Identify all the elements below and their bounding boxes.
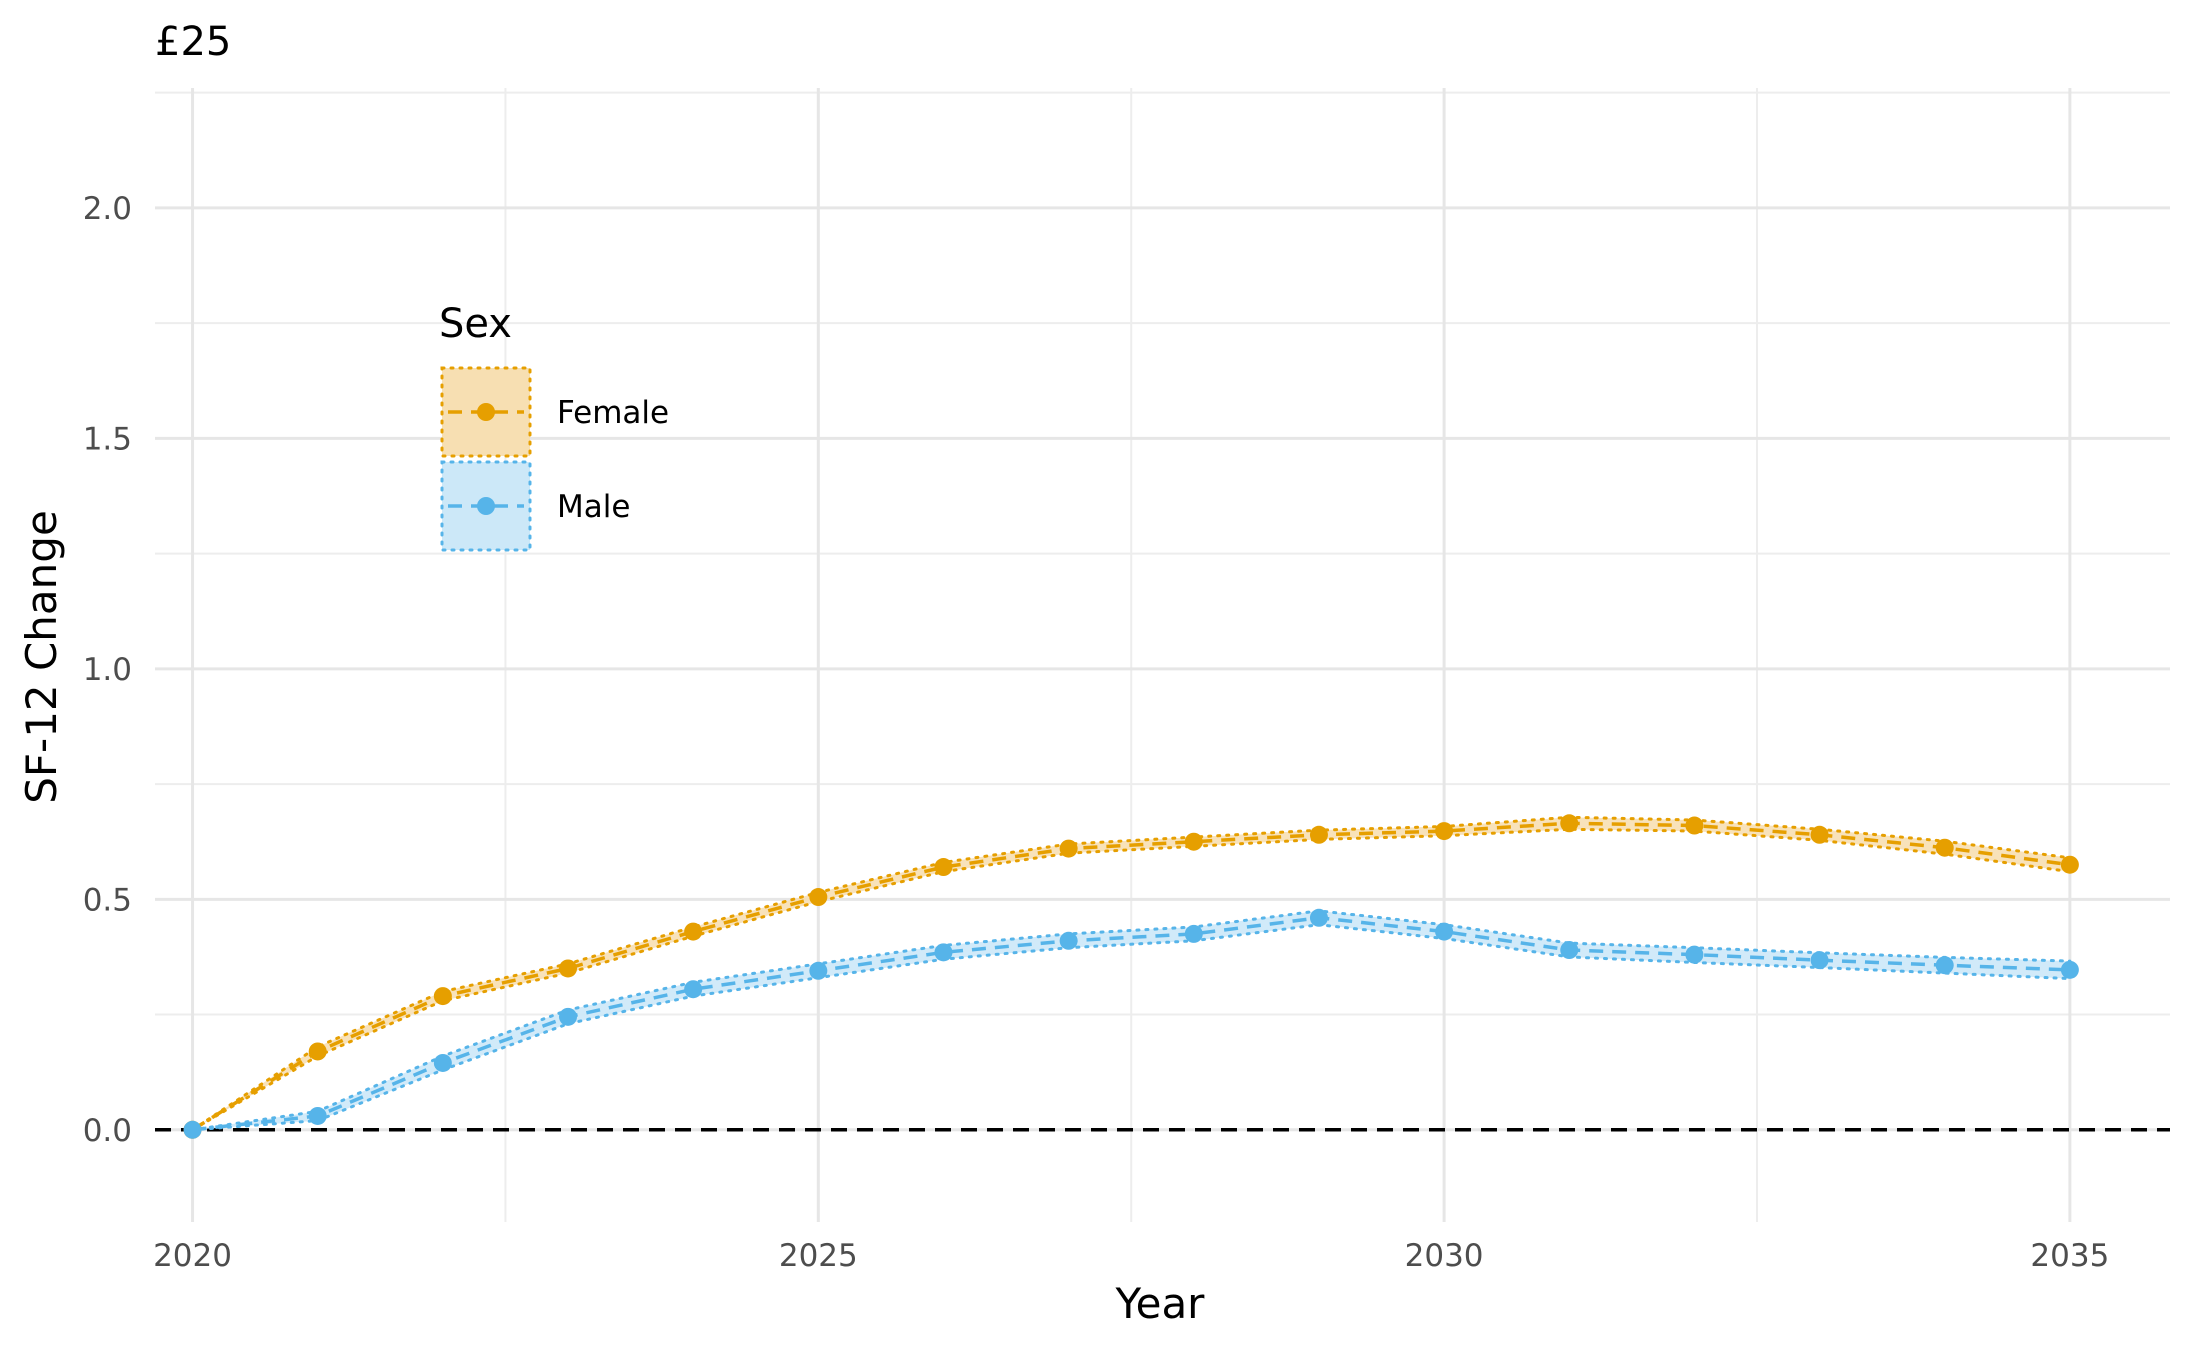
- female-point: [1435, 822, 1454, 841]
- male-lower-bound: [191, 923, 2072, 1132]
- x-tick-label: 2030: [1405, 1238, 1484, 1274]
- legend-item-female: Female: [440, 366, 669, 458]
- male-point: [1309, 908, 1328, 927]
- male-point: [1184, 924, 1203, 943]
- female-point: [1059, 839, 1078, 858]
- y-tick-labels: 0.0 0.5 1.0 1.5 2.0: [83, 191, 132, 1149]
- female-point: [1810, 825, 1829, 844]
- male-point: [809, 961, 828, 980]
- female-point: [1184, 832, 1203, 851]
- male-point: [1935, 956, 1954, 975]
- female-point: [809, 888, 828, 907]
- male-point: [2060, 960, 2079, 979]
- legend-label-female: Female: [557, 395, 669, 431]
- y-tick-label: 1.0: [83, 652, 132, 688]
- female-point: [2060, 855, 2079, 874]
- male-line: [192, 915, 2070, 1132]
- x-tick-label: 2020: [153, 1238, 232, 1274]
- x-tick-label: 2025: [779, 1238, 858, 1274]
- series-points: [183, 814, 2079, 1139]
- female-point: [308, 1042, 327, 1061]
- female-point: [1560, 814, 1579, 833]
- male-point: [1560, 941, 1579, 960]
- chart-title: £25: [155, 19, 231, 65]
- legend-marker-female: [477, 403, 495, 421]
- female-point: [433, 987, 452, 1006]
- legend-item-male: Male: [440, 460, 630, 552]
- x-tick-label: 2035: [2030, 1238, 2109, 1274]
- male-point: [433, 1053, 452, 1072]
- legend-label-male: Male: [557, 489, 630, 525]
- male-point: [1685, 945, 1704, 964]
- female-point: [1685, 816, 1704, 835]
- male-point: [1435, 922, 1454, 941]
- female-line: [191, 821, 2071, 1132]
- y-axis-label: SF-12 Change: [17, 510, 66, 804]
- male-point: [1059, 931, 1078, 950]
- female-point: [934, 858, 953, 877]
- female-point: [559, 959, 578, 978]
- female-point: [684, 922, 703, 941]
- legend: Sex Female Male: [439, 301, 669, 552]
- male-point: [308, 1106, 327, 1125]
- female-point: [1309, 825, 1328, 844]
- x-axis-label: Year: [1115, 1279, 1206, 1328]
- male-point: [684, 980, 703, 999]
- x-tick-labels: 2020 2025 2030 2035: [153, 1238, 2109, 1274]
- male-upper-bound: [191, 909, 2072, 1132]
- legend-marker-male: [477, 497, 495, 515]
- y-tick-label: 2.0: [83, 191, 132, 227]
- y-tick-label: 0.5: [83, 882, 132, 918]
- series-lines: [191, 821, 2071, 1132]
- female-point: [1935, 838, 1954, 857]
- male-point: [559, 1007, 578, 1026]
- y-tick-label: 1.5: [83, 421, 132, 457]
- female-upper-bound: [191, 815, 2072, 1132]
- male-point: [1810, 951, 1829, 970]
- legend-title: Sex: [439, 301, 512, 347]
- y-tick-label: 0.0: [83, 1113, 132, 1149]
- male-point: [183, 1120, 202, 1139]
- male-point: [934, 943, 953, 962]
